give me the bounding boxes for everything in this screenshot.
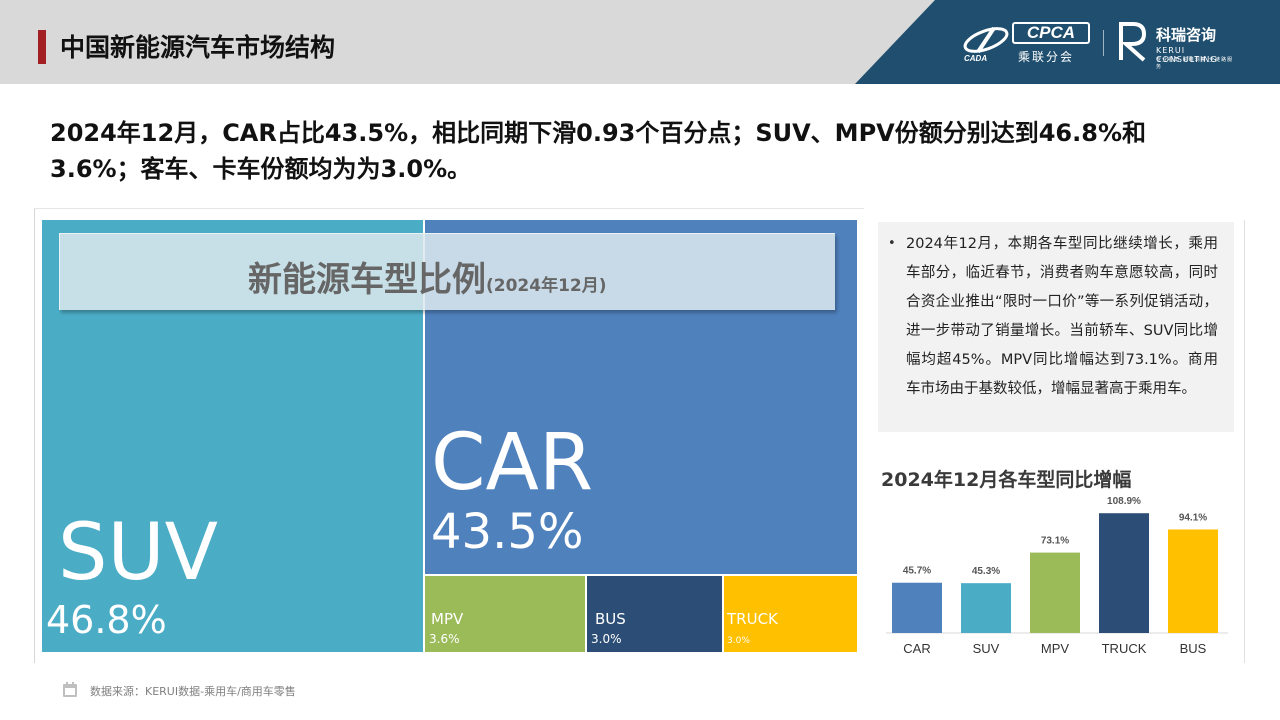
headline: 2024年12月，CAR占比43.5%，相比同期下滑0.93个百分点；SUV、M… (50, 119, 1146, 183)
treemap-title-box: 新能源车型比例(2024年12月) (59, 233, 835, 310)
bar-tick-label-bus: BUS (1180, 641, 1207, 656)
bar-mpv (1030, 552, 1080, 633)
frame-line-top (34, 208, 864, 209)
source-icon (63, 682, 77, 697)
title-accent-bar (38, 30, 46, 64)
bar-bus (1168, 529, 1218, 633)
treemap-title: 新能源车型比例(2024年12月) (248, 252, 607, 301)
cpca-mark-text: CADA (964, 54, 987, 62)
bar-value-label-mpv: 73.1% (1041, 536, 1069, 547)
commentary-text: 2024年12月，本期各车型同比继续增长，乘用车部分，临近春节，消费者购车意愿较… (906, 236, 1218, 397)
tile-label-truck: TRUCK (727, 610, 778, 628)
commentary-box: • 2024年12月，本期各车型同比继续增长，乘用车部分，临近春节，消费者购车意… (878, 222, 1234, 432)
cpca-wordmark: CPCA (1012, 22, 1090, 44)
bar-car (892, 582, 942, 633)
bar-chart-title: 2024年12月各车型同比增幅 (881, 469, 1132, 491)
kerui-logo: 科瑞咨询 KERUI CONSULTING 专业视角 前瞻洞察 全链路服务 (1118, 18, 1238, 70)
kerui-name: 科瑞咨询 (1156, 26, 1217, 44)
tile-label-bus: BUS (595, 610, 626, 628)
bar-tick-label-truck: TRUCK (1102, 641, 1147, 656)
cpca-logo: CADA CPCA 乘联分会 (960, 18, 1095, 66)
bar-tick-label-mpv: MPV (1041, 641, 1070, 656)
bar-chart: 45.7% CAR 45.3% SUV 73.1% MPV 108.9% TRUCK 94.1%… (886, 496, 1228, 656)
frame-line-right (1244, 220, 1245, 663)
tile-value-suv: 46.8% (46, 598, 167, 642)
bar-value-label-truck: 108.9% (1107, 496, 1141, 507)
page-title: 中国新能源汽车市场结构 (60, 33, 336, 62)
treemap-tile-mpv: MPV 3.6% (425, 576, 587, 654)
bar-suv (961, 583, 1011, 633)
treemap-tile-truck: TRUCK 3.0% (724, 576, 859, 654)
bar-value-label-car: 45.7% (903, 566, 931, 577)
treemap-title-sub: (2024年12月) (486, 276, 607, 296)
treemap-tile-bus: BUS 3.0% (587, 576, 724, 654)
treemap-title-main: 新能源车型比例 (248, 260, 486, 300)
bar-tick-label-suv: SUV (973, 641, 1000, 656)
tile-label-mpv: MPV (431, 610, 464, 628)
kerui-tagline: 专业视角 前瞻洞察 全链路服务 (1156, 57, 1234, 70)
bar-value-label-bus: 94.1% (1179, 512, 1207, 523)
bar-tick-label-car: CAR (903, 641, 930, 656)
tile-value-car: 43.5% (431, 504, 584, 560)
tile-value-truck: 3.0% (727, 636, 750, 646)
bar-value-label-suv: 45.3% (972, 566, 1000, 577)
kerui-english: KERUI CONSULTING (1156, 46, 1218, 64)
commentary-bullet: • (888, 236, 896, 251)
bar-truck (1099, 513, 1149, 633)
logo-divider (1103, 30, 1104, 56)
kerui-mark-icon (1119, 22, 1147, 62)
tile-label-car: CAR (431, 418, 594, 508)
tile-value-mpv: 3.6% (429, 632, 460, 646)
cpca-subtitle: 乘联分会 (1018, 50, 1075, 64)
tile-value-bus: 3.0% (591, 632, 622, 646)
cpca-mark-icon: CADA (963, 26, 1009, 62)
source-note: 数据来源：KERUI数据-乘用车/商用车零售 (90, 685, 296, 698)
tile-label-suv: SUV (58, 508, 218, 598)
frame-line-left (34, 208, 35, 663)
